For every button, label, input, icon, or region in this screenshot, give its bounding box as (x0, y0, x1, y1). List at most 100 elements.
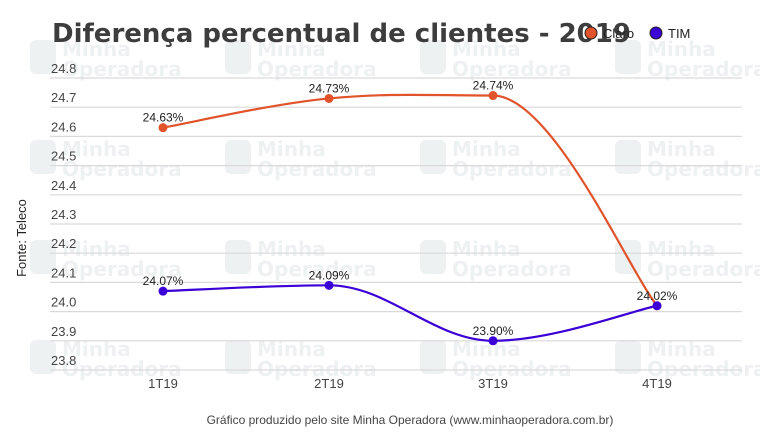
x-tick-label: 2T19 (314, 376, 344, 391)
y-tick-label: 24.7 (51, 90, 76, 105)
watermark-text: Operadora (62, 157, 182, 181)
watermark-layer: MinhaOperadoraMinhaOperadoraMinhaOperado… (30, 37, 760, 381)
watermark-text: Operadora (647, 57, 760, 81)
watermark-text: Operadora (452, 157, 572, 181)
watermark-logo-icon (420, 340, 446, 374)
point-claro[interactable] (488, 91, 498, 101)
y-axis-ticks: 24.8 24.7 24.6 24.5 24.4 24.3 24.2 24.1 24.0 23.9… (51, 61, 76, 368)
legend-item-claro[interactable]: Claro (584, 26, 634, 41)
x-axis-ticks: 1T19 2T19 3T19 4T19 (148, 376, 672, 391)
point-tim[interactable] (158, 286, 168, 296)
watermark-text: Minha (452, 37, 521, 61)
watermark-text: Operadora (647, 157, 760, 181)
watermark-text: Minha (257, 237, 326, 261)
watermark-text: Operadora (257, 257, 377, 281)
y-tick-label: 23.8 (51, 353, 76, 368)
watermark-logo-icon (615, 340, 641, 374)
series-lines (162, 93, 658, 342)
watermark-text: Minha (62, 137, 131, 161)
data-label-claro: 24.74% (473, 79, 514, 93)
chart-footer: Gráfico produzido pelo site Minha Operad… (207, 413, 614, 427)
watermark-logo-icon (420, 140, 446, 174)
y-tick-label: 24.3 (51, 207, 76, 222)
y-tick-label: 24.0 (51, 295, 76, 310)
data-label-tim: 23.90% (473, 324, 514, 338)
x-tick-label: 3T19 (478, 376, 508, 391)
watermark-text: Minha (647, 237, 716, 261)
watermark-logo-icon (615, 40, 641, 74)
point-claro[interactable] (158, 123, 168, 133)
point-tim[interactable] (324, 280, 334, 290)
watermark-logo-icon (420, 40, 446, 74)
legend-label-tim: TIM (668, 26, 690, 41)
data-label-claro: 24.73% (309, 81, 350, 95)
chart-title: Diferença percentual de clientes - 2019 (52, 19, 631, 49)
watermark-text: Operadora (257, 57, 377, 81)
watermark-text: Operadora (452, 357, 572, 381)
watermark-logo-icon (30, 240, 56, 274)
legend-item-tim[interactable]: TIM (649, 26, 690, 41)
data-label-tim: 24.02% (637, 289, 678, 303)
legend-label-claro: Claro (603, 26, 634, 41)
watermark-logo-icon (225, 140, 251, 174)
series-points (158, 91, 662, 346)
watermark-logo-icon (225, 40, 251, 74)
watermark-logo-icon (30, 40, 56, 74)
point-tim[interactable] (652, 301, 662, 311)
y-tick-label: 24.6 (51, 119, 76, 134)
watermark-text: Operadora (62, 357, 182, 381)
y-tick-label: 24.1 (51, 265, 76, 280)
y-tick-label: 24.5 (51, 149, 76, 164)
data-label-tim: 24.09% (309, 268, 350, 282)
y-tick-label: 23.9 (51, 324, 76, 339)
watermark-text: Minha (62, 37, 131, 61)
watermark-logo-icon (30, 140, 56, 174)
line-tim (162, 284, 658, 342)
watermark-text: Minha (452, 237, 521, 261)
watermark-text: Operadora (452, 257, 572, 281)
y-axis-label: Fonte: Teleco (14, 199, 29, 277)
y-tick-label: 24.2 (51, 236, 76, 251)
watermark-text: Operadora (257, 157, 377, 181)
watermark-text: Minha (647, 37, 716, 61)
watermark-text: Operadora (647, 257, 760, 281)
x-tick-label: 4T19 (642, 376, 672, 391)
data-label-claro: 24.63% (143, 111, 184, 125)
watermark-text: Operadora (62, 257, 182, 281)
legend-marker-tim (649, 26, 663, 40)
watermark-logo-icon (420, 240, 446, 274)
y-tick-label: 24.8 (51, 61, 76, 76)
point-tim[interactable] (488, 336, 498, 346)
point-claro[interactable] (324, 93, 334, 103)
watermark-text: Operadora (62, 57, 182, 81)
watermark-text: Minha (647, 137, 716, 161)
watermark-text: Minha (257, 37, 326, 61)
line-claro (162, 93, 658, 307)
watermark-text: Operadora (647, 357, 760, 381)
watermark-logo-icon (615, 140, 641, 174)
watermark-logo-icon (225, 240, 251, 274)
watermark-text: Operadora (257, 357, 377, 381)
legend-marker-claro (584, 26, 598, 40)
data-labels: 24.63% 24.73% 24.74% 24.07% 24.09% 23.90% 24.0… (143, 79, 678, 338)
legend: Claro TIM (584, 26, 690, 41)
watermark-text: Minha (62, 237, 131, 261)
data-label-tim: 24.07% (143, 274, 184, 288)
y-tick-label: 24.4 (51, 178, 76, 193)
watermark-logo-icon (225, 340, 251, 374)
watermark-text: Operadora (452, 57, 572, 81)
